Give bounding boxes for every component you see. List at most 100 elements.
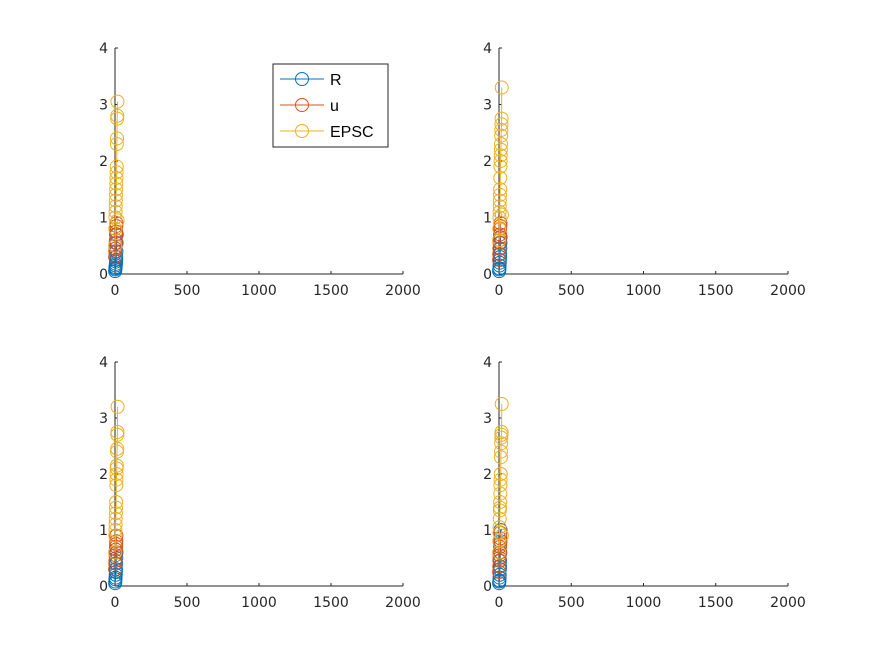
data-point-epsc <box>110 94 125 109</box>
data-point-u <box>492 559 507 574</box>
data-point-u <box>492 241 507 256</box>
x-tick-label: 500 <box>558 595 585 611</box>
legend-label-epsc: EPSC <box>330 124 374 141</box>
y-tick-label: 0 <box>99 579 108 595</box>
x-tick-label: 2000 <box>385 595 421 611</box>
data-point-epsc <box>110 441 125 456</box>
data-point-epsc <box>493 495 508 509</box>
data-point-epsc <box>108 204 123 219</box>
data-point-epsc <box>109 187 124 202</box>
data-point-epsc <box>493 187 508 202</box>
data-point-epsc <box>494 111 509 126</box>
y-tick-label: 2 <box>99 154 108 170</box>
x-tick-label: 0 <box>495 283 504 299</box>
data-point-epsc <box>109 176 124 191</box>
subplot-top-left: 0 500 1000 1500 2000 0 1 2 3 4 Ru EPSC <box>99 41 421 299</box>
subplot-bottom-right: 0 500 1000 1500 2000 0 1 2 3 4 <box>483 355 806 611</box>
data-point-epsc <box>108 238 123 253</box>
series-u <box>108 528 124 577</box>
data-point-u <box>108 233 123 248</box>
subplot-bottom-left: 0 500 1000 1500 2000 0 1 2 3 4 <box>99 355 421 611</box>
data-point-epsc <box>492 545 507 560</box>
data-point-epsc <box>109 467 124 481</box>
y-tick-label: 3 <box>99 411 108 427</box>
data-point-epsc <box>492 204 507 219</box>
data-point-epsc <box>108 528 123 543</box>
legend-marker-epsc <box>295 124 309 138</box>
series-line-u <box>498 532 501 573</box>
x-tick-label: 2000 <box>770 283 806 299</box>
data-point-u <box>492 247 507 262</box>
series-epsc <box>492 397 509 560</box>
data-point-epsc <box>110 131 125 146</box>
series-line-u <box>498 223 501 260</box>
y-tick-label: 0 <box>483 267 492 283</box>
y-tick-label: 3 <box>483 411 492 427</box>
data-point-epsc <box>492 520 507 535</box>
y-tick-label: 1 <box>99 211 108 227</box>
data-point-epsc <box>493 486 508 501</box>
data-point-epsc <box>493 154 508 168</box>
y-tick-label: 4 <box>483 355 492 371</box>
data-point-epsc <box>110 108 125 123</box>
x-tick-label: 1000 <box>626 283 662 299</box>
data-point-epsc <box>493 472 508 487</box>
series-u <box>492 525 508 579</box>
data-point-epsc <box>108 221 123 236</box>
y-tick-label: 4 <box>99 355 108 371</box>
data-point-epsc <box>493 182 508 197</box>
data-point-epsc <box>109 165 124 180</box>
data-point-epsc <box>493 170 508 185</box>
series-epsc <box>108 399 125 560</box>
data-point-epsc <box>492 210 507 225</box>
data-point-epsc <box>494 425 509 439</box>
data-point-epsc <box>108 517 123 532</box>
data-point-epsc <box>492 193 507 208</box>
data-point-epsc <box>494 117 509 132</box>
x-tick-label: 1000 <box>241 595 277 611</box>
data-point-epsc <box>108 523 123 537</box>
data-point-epsc <box>109 478 124 493</box>
x-tick-label: 0 <box>111 595 120 611</box>
data-point-epsc <box>109 137 124 152</box>
data-point-epsc <box>108 210 123 225</box>
x-tick-label: 1000 <box>626 595 662 611</box>
data-point-epsc <box>493 142 508 157</box>
y-tick-label: 2 <box>483 467 492 483</box>
y-tick-label: 3 <box>99 98 108 114</box>
data-point-epsc <box>493 467 508 481</box>
data-point-epsc <box>109 472 124 487</box>
data-point-epsc <box>109 159 124 174</box>
legend-label-r: R <box>330 72 342 89</box>
series-line-u <box>114 223 117 258</box>
data-point-epsc <box>493 159 508 174</box>
data-point-epsc <box>494 444 509 459</box>
data-point-epsc <box>109 170 124 185</box>
data-point-epsc <box>494 436 509 451</box>
data-point-epsc <box>494 122 509 137</box>
y-tick-label: 4 <box>99 41 108 57</box>
x-tick-label: 1500 <box>313 595 349 611</box>
data-point-epsc <box>493 500 508 515</box>
y-tick-label: 4 <box>483 41 492 57</box>
x-tick-label: 0 <box>495 595 504 611</box>
x-tick-label: 2000 <box>385 283 421 299</box>
data-point-u <box>108 562 123 577</box>
data-point-epsc <box>492 511 507 526</box>
x-tick-label: 1500 <box>698 283 734 299</box>
legend-marker-r <box>295 72 309 86</box>
data-point-epsc <box>492 233 507 248</box>
y-tick-label: 0 <box>99 267 108 283</box>
x-tick-label: 1000 <box>241 283 277 299</box>
x-tick-label: 500 <box>174 595 201 611</box>
series-epsc <box>492 80 509 248</box>
legend-label-u: u <box>330 98 339 115</box>
data-point-epsc <box>108 511 123 526</box>
y-tick-label: 1 <box>99 523 108 539</box>
y-tick-label: 1 <box>483 211 492 227</box>
x-tick-label: 1500 <box>313 283 349 299</box>
data-point-epsc <box>108 193 123 208</box>
